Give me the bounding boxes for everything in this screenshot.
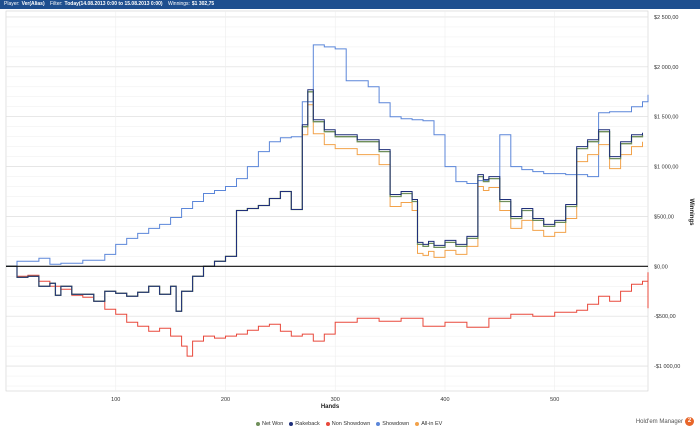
chart-grid: [5, 10, 649, 392]
player-label: Player:: [4, 1, 20, 7]
legend-swatch: [289, 421, 294, 426]
legend-label: Showdown: [382, 421, 410, 427]
chart-axes: $2 500,00 $2 000,00 $1 500,00 $1 000,00 $500…: [6, 15, 680, 403]
winnings-chart: $2 500,00 $2 000,00 $1 500,00 $1 000,00 $500…: [5, 10, 694, 410]
legend-swatch: [415, 421, 420, 426]
winnings-value: $1 302,75: [191, 1, 215, 7]
legend-swatch: [256, 421, 260, 426]
y-tick-label: $0,00: [654, 264, 668, 270]
series-line-showdown: [6, 44, 649, 267]
x-tick-label: 300: [331, 397, 340, 403]
x-axis-label: Hands: [321, 404, 340, 410]
legend-item[interactable]: Non Showdown: [325, 421, 371, 427]
y-tick-label: $1 500,00: [654, 115, 678, 121]
series-line-rakeback: [6, 89, 643, 312]
legend-label: All-in EV: [421, 421, 443, 427]
y-tick-label: $2 500,00: [654, 15, 678, 21]
y-tick-label: $2 000,00: [654, 65, 678, 71]
legend-swatch: [325, 421, 330, 426]
y-tick-label: -$1 000,00: [654, 364, 680, 370]
filter-label: Filter:: [50, 1, 63, 7]
legend-item[interactable]: Rakeback: [289, 421, 320, 427]
x-tick-label: 200: [221, 397, 230, 403]
legend-label: Rakeback: [295, 421, 320, 427]
brand-logo: Hold'em Manager 2: [636, 417, 694, 426]
legend-item[interactable]: Showdown: [376, 421, 409, 427]
legend-item[interactable]: Net Won: [256, 421, 283, 427]
filter-value[interactable]: Today(14.08.2013 0:00 to 15.08.2013 0:00…: [64, 1, 163, 7]
x-tick-label: 100: [111, 397, 120, 403]
player-value[interactable]: Ver(Alias): [21, 1, 45, 7]
x-tick-label: 400: [440, 397, 449, 403]
chart-legend: Net Won Rakeback Non Showdown Showdown All-i…: [256, 421, 448, 427]
y-tick-label: $1 000,00: [654, 165, 678, 171]
y-axis-label: Winnings: [688, 199, 694, 227]
legend-label: Net Won: [262, 421, 284, 427]
series-line-non-showdown: [6, 265, 649, 357]
chart-series: [6, 44, 649, 357]
legend-item[interactable]: All-in EV: [415, 421, 442, 427]
winnings-label: Winnings:: [167, 1, 190, 7]
legend-swatch: [376, 421, 381, 426]
legend-label: Non Showdown: [331, 421, 371, 427]
brand-name: Hold'em Manager: [635, 419, 683, 426]
y-tick-label: $500,00: [654, 214, 674, 220]
filter-bar: Player: Ver(Alias) Filter: Today(14.08.201…: [0, 0, 700, 9]
plot-area: [5, 10, 649, 392]
brand-badge: 2: [685, 417, 694, 426]
x-tick-label: 500: [550, 397, 559, 403]
y-tick-label: -$500,00: [654, 314, 676, 320]
